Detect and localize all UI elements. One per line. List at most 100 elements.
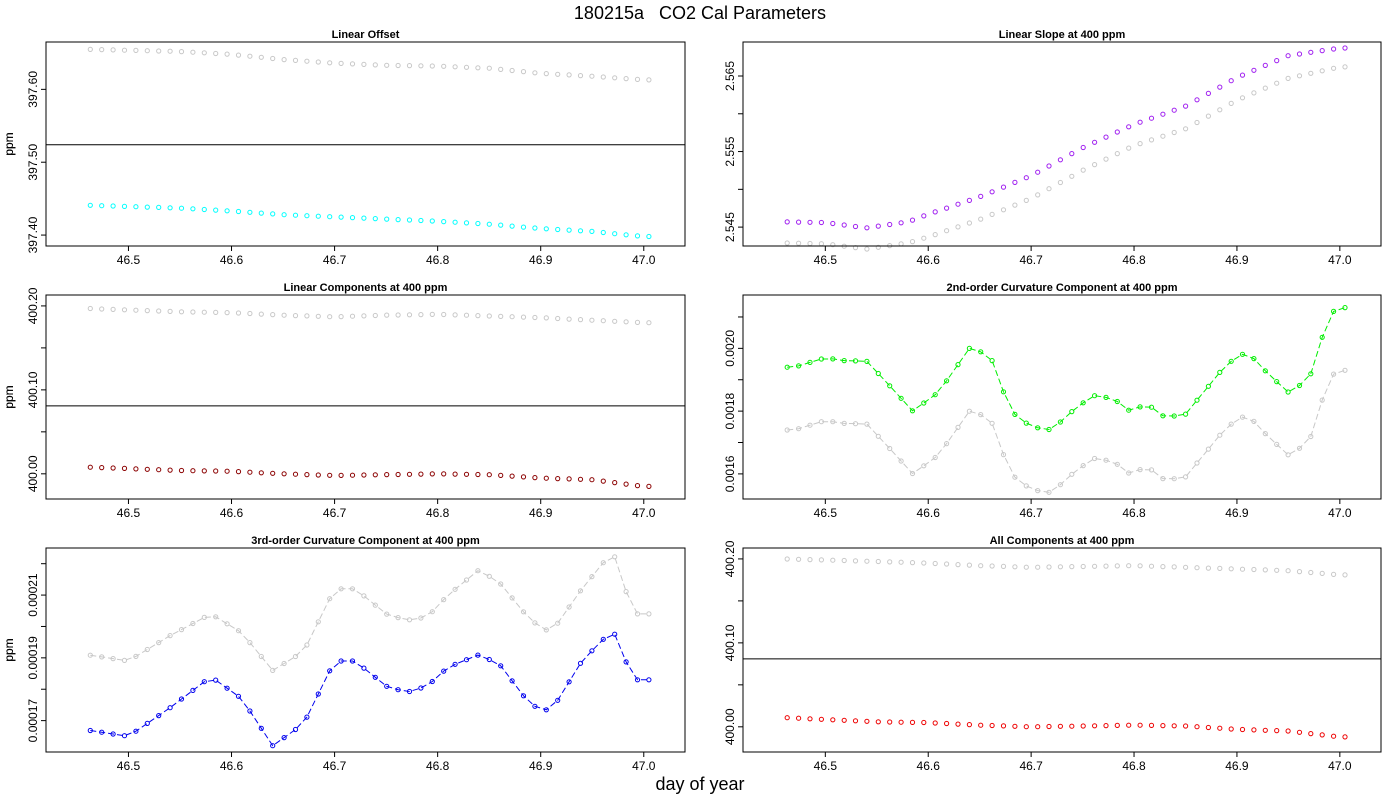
data-point bbox=[1114, 151, 1120, 157]
data-point bbox=[338, 472, 344, 478]
main-title: 180215a CO2 Cal Parameters bbox=[573, 3, 827, 23]
data-point bbox=[1069, 409, 1075, 415]
data-point bbox=[270, 211, 276, 217]
data-point bbox=[475, 220, 481, 227]
data-point bbox=[577, 73, 584, 79]
data-point bbox=[623, 659, 629, 665]
data-point bbox=[1217, 107, 1223, 113]
data-point bbox=[784, 219, 790, 225]
data-point bbox=[898, 241, 904, 247]
data-point bbox=[1205, 383, 1212, 389]
data-point bbox=[1262, 567, 1268, 573]
data-point bbox=[156, 640, 162, 646]
data-point bbox=[304, 714, 310, 720]
data-point bbox=[532, 70, 538, 76]
data-point bbox=[818, 241, 825, 247]
data-point bbox=[612, 231, 618, 237]
data-point bbox=[247, 640, 253, 646]
data-point bbox=[955, 562, 961, 568]
data-point bbox=[475, 471, 481, 478]
data-point bbox=[1239, 414, 1246, 420]
y-axis-label: ppm bbox=[2, 385, 16, 408]
data-point bbox=[1194, 724, 1200, 730]
data-point bbox=[875, 244, 881, 250]
data-point bbox=[864, 421, 870, 427]
x-tick-label: 46.9 bbox=[529, 759, 553, 773]
data-point bbox=[247, 469, 253, 475]
data-point bbox=[1160, 564, 1166, 570]
data-point bbox=[887, 221, 893, 228]
panel-title: Linear Slope at 400 ppm bbox=[999, 29, 1126, 41]
x-tick-label: 46.7 bbox=[323, 253, 347, 267]
data-point bbox=[258, 210, 264, 216]
data-point bbox=[989, 358, 995, 364]
panel-5: 3rd-order Curvature Component at 400 ppm… bbox=[2, 535, 686, 773]
x-tick-label: 46.7 bbox=[1019, 506, 1043, 520]
data-point bbox=[1296, 51, 1303, 57]
data-point bbox=[612, 554, 618, 560]
series-2 bbox=[784, 367, 1348, 495]
data-point bbox=[807, 422, 813, 428]
x-tick-label: 46.5 bbox=[117, 253, 141, 267]
data-point bbox=[1126, 563, 1132, 569]
data-point bbox=[520, 224, 527, 230]
data-point bbox=[395, 471, 401, 478]
panel-2: Linear Slope at 400 ppm ppm 46.5 46.6 46.7 46… bbox=[2, 29, 1382, 267]
data-point bbox=[1148, 563, 1155, 569]
data-point bbox=[372, 62, 378, 68]
data-point bbox=[213, 207, 219, 213]
data-point bbox=[475, 568, 481, 574]
data-point bbox=[1262, 62, 1268, 69]
data-point bbox=[1331, 308, 1337, 314]
data-point bbox=[418, 615, 424, 621]
data-point bbox=[486, 472, 492, 478]
data-point bbox=[361, 313, 367, 319]
plot-frame bbox=[45, 41, 686, 247]
data-point bbox=[1114, 398, 1120, 405]
x-tick-label: 47.0 bbox=[1328, 506, 1352, 520]
data-point bbox=[1012, 564, 1018, 570]
data-point bbox=[634, 677, 641, 683]
data-point bbox=[475, 65, 481, 71]
data-point bbox=[1285, 53, 1291, 59]
data-point bbox=[463, 471, 470, 477]
x-tick-label: 46.6 bbox=[220, 506, 244, 520]
data-point bbox=[509, 67, 515, 74]
data-point bbox=[566, 604, 572, 610]
data-point bbox=[555, 71, 561, 77]
data-point bbox=[121, 47, 128, 53]
data-point bbox=[292, 726, 299, 733]
data-point bbox=[1217, 565, 1223, 572]
data-point bbox=[121, 657, 128, 664]
data-point bbox=[543, 315, 549, 321]
data-point bbox=[1092, 162, 1098, 168]
x-tick-label: 46.7 bbox=[1019, 253, 1043, 267]
x-tick-label: 46.8 bbox=[426, 253, 450, 267]
data-point bbox=[921, 560, 927, 566]
data-point bbox=[978, 722, 984, 728]
data-point bbox=[1046, 163, 1052, 169]
data-point bbox=[830, 242, 836, 248]
x-tick-label: 46.8 bbox=[1122, 253, 1146, 267]
data-point bbox=[281, 735, 287, 741]
data-point bbox=[1023, 197, 1029, 203]
data-point bbox=[1035, 425, 1041, 431]
series-1 bbox=[784, 45, 1348, 231]
data-point bbox=[201, 309, 207, 315]
data-point bbox=[555, 315, 561, 322]
data-point bbox=[1262, 85, 1268, 91]
data-point bbox=[1251, 90, 1257, 96]
data-point bbox=[623, 319, 629, 325]
data-point bbox=[498, 222, 504, 228]
data-point bbox=[1000, 389, 1007, 395]
data-point bbox=[566, 679, 572, 685]
panel-title: Linear Components at 400 ppm bbox=[284, 282, 448, 294]
data-point bbox=[1000, 723, 1007, 729]
data-point bbox=[201, 468, 207, 474]
panel-4: 2nd-order Curvature Component at 400 ppm… bbox=[2, 282, 1382, 520]
data-point bbox=[509, 678, 515, 684]
data-point bbox=[1171, 413, 1177, 419]
data-point bbox=[1205, 565, 1212, 571]
series-line bbox=[787, 307, 1346, 431]
series-1 bbox=[87, 305, 652, 326]
